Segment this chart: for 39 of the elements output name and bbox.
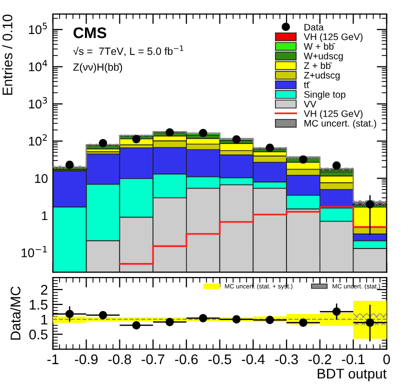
- y-tick-label: 10$^{4}$: [29, 60, 48, 72]
- legend-label: VV: [304, 100, 316, 108]
- y-axis-title: Entries / 0.10: [2, 14, 12, 95]
- legend-label: tt̄: [304, 82, 310, 88]
- y-tick-label: 1: [42, 211, 48, 220]
- legend-label: Z + bb̄: [304, 62, 332, 69]
- legend-label: MC uncert. (stat.): [304, 120, 376, 128]
- x-tick-label: -0.3: [275, 354, 298, 364]
- y-tick-label: 10$^{2}$: [29, 134, 47, 146]
- x-tick-label: -0.2: [308, 354, 332, 364]
- x-tick-label: -0.9: [74, 354, 98, 364]
- annotation: CMS: [74, 27, 106, 38]
- legend-label: Single top: [304, 90, 346, 100]
- x-tick-label: -0.7: [142, 354, 164, 364]
- legend-label: VH (125 GeV): [304, 110, 362, 119]
- y-tick-label: 10$^{5}$: [29, 22, 47, 34]
- y-tick-label: 10$^{3}$: [29, 97, 47, 108]
- legend-label: W + bb̄: [304, 42, 336, 50]
- x-tick-label: -0.8: [108, 354, 132, 364]
- legend-label: Z+udscg: [304, 72, 340, 80]
- y-tick-label: 0.5: [29, 330, 48, 340]
- annotation: Z(νν)H(bb̄): [73, 63, 122, 73]
- legend-label: Data: [304, 24, 324, 31]
- x-tick-label: -0.4: [242, 354, 265, 364]
- legend-label: VH (125 GeV): [304, 33, 362, 42]
- y-tick-label: 1.5: [30, 300, 48, 310]
- x-axis-title: BDT output: [318, 368, 387, 382]
- y-tick-label: 10: [35, 174, 48, 183]
- y-tick-label: 10$^{−1}$: [22, 246, 47, 258]
- x-tick-label: -1: [47, 354, 58, 364]
- legend-label: W+udscg: [304, 52, 343, 62]
- y-tick-label: 1: [41, 314, 48, 324]
- x-tick-label: -0.6: [175, 354, 198, 364]
- y-axis-title: Data/MC: [10, 286, 20, 340]
- x-tick-label: -0.1: [342, 354, 365, 364]
- annotation: √s = 7TeV, L = 5.0 fb$^{−1}$: [73, 46, 184, 56]
- y-tick-label: 2: [41, 284, 48, 295]
- x-tick-label: 0: [383, 354, 390, 364]
- x-tick-label: -0.5: [208, 354, 232, 364]
